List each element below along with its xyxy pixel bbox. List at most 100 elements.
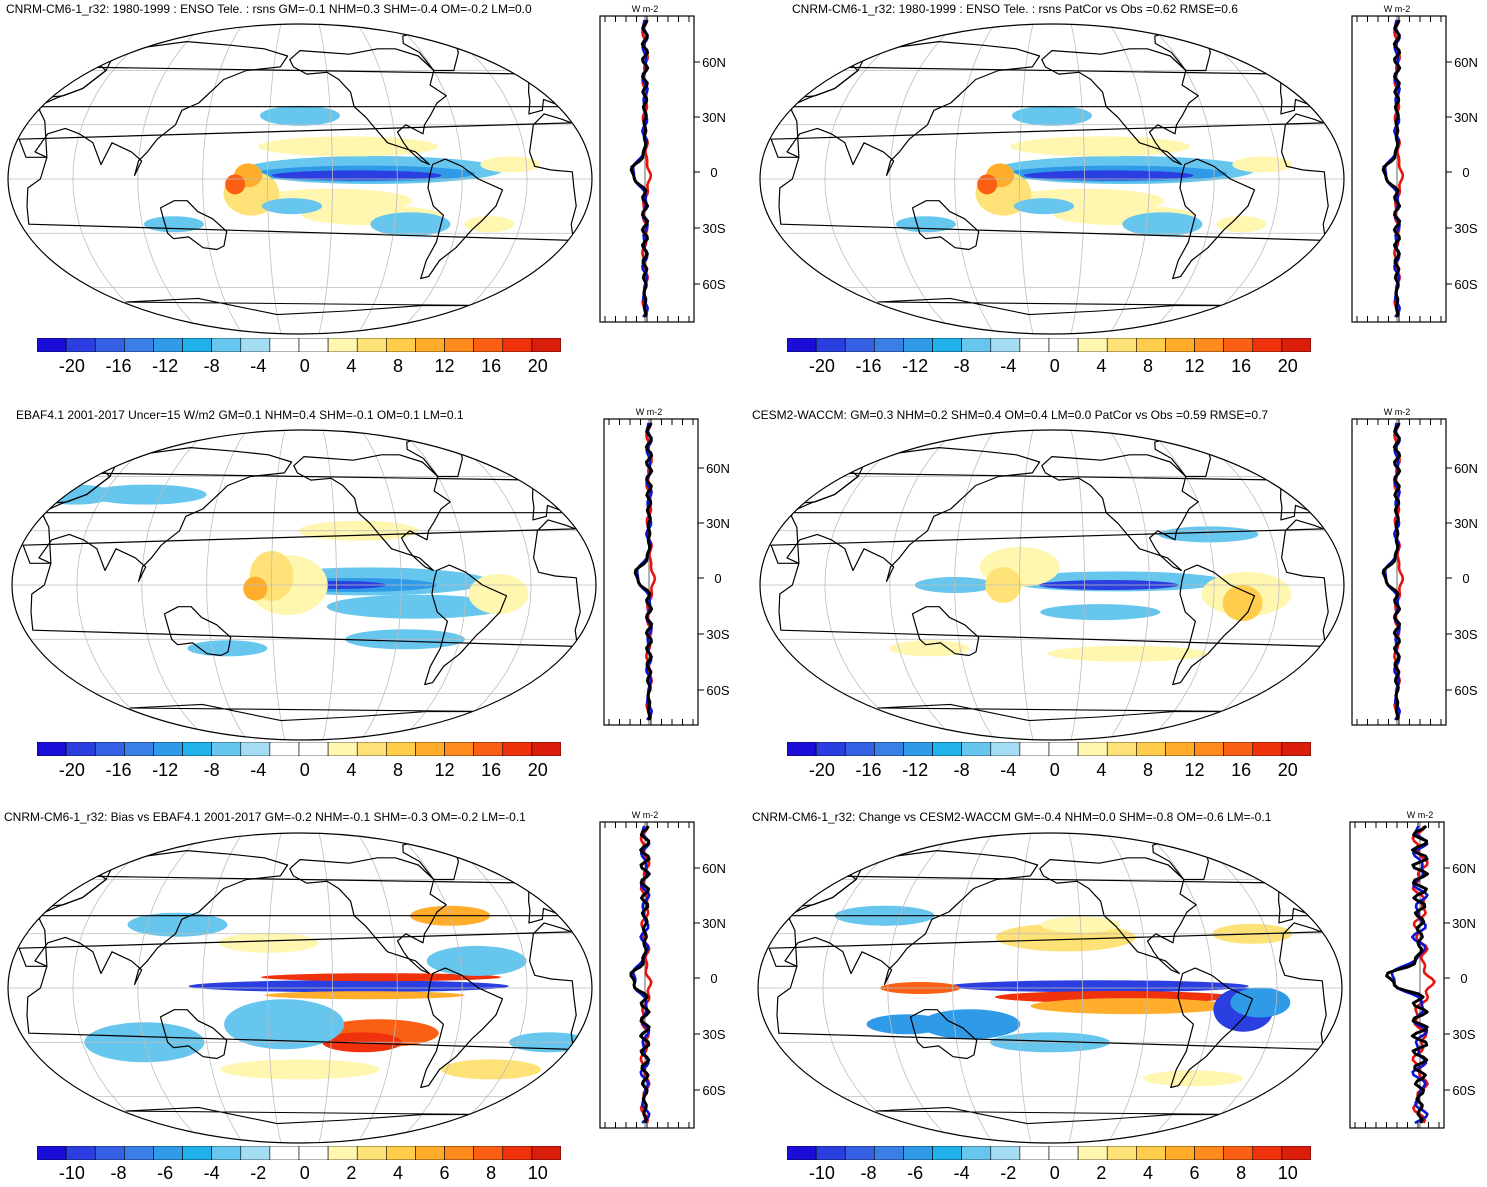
colorbar-swatch [961,742,992,756]
colorbar-label: 6 [439,1163,450,1183]
meridian-line [72,833,174,1143]
meridian-line [141,430,214,740]
colorbar-swatch [787,338,817,352]
coastline-antarctica-edge [129,703,500,722]
panel-title: CNRM-CM6-1_r32: 1980-1999 : ENSO Tele. :… [6,2,532,16]
units-label: W m-2 [1384,4,1411,14]
latitude-label: 60N [1454,55,1478,70]
world-map [757,832,1343,1144]
colorbar-label: -12 [902,760,929,780]
colorbar-swatch [1165,742,1195,756]
map-border [757,832,1343,1144]
meridian-line [954,24,999,334]
colorbar-swatch [65,338,96,352]
colorbar-swatch [844,742,875,756]
anomaly-blob [370,212,451,237]
map-fill-layer [12,430,596,740]
anomaly-blob [948,980,1249,993]
meridian-line [206,430,251,740]
colorbar-swatch [94,338,125,352]
anomaly-blob [441,1059,541,1080]
map-fill-layer [758,833,1342,1143]
colorbar-swatch [1136,742,1166,756]
panel-change: CNRM-CM6-1_r32: Change vs CESM2-WACCM GM… [746,808,1487,1183]
latitude-label: 30S [1454,627,1477,642]
zonal-x-label: -8 [600,1137,609,1138]
map-fill-layer [8,24,592,334]
meridian-line [889,430,962,740]
units-label: W m-2 [636,407,663,417]
colorbar-swatch [473,1146,504,1160]
colorbar-swatch [1223,338,1254,352]
world-map [7,23,593,335]
colorbar-swatch [1019,338,1050,352]
coastline-antarctica-edge [125,297,496,316]
colorbar-swatch [153,742,183,756]
colorbar-swatch [124,1146,154,1160]
colorbar-label: -16 [105,760,132,780]
colorbar-swatch [874,742,904,756]
latitude-label: 0 [1462,165,1469,180]
anomaly-blob [480,156,541,173]
panel-enso-patcor: CNRM-CM6-1_r32: 1980-1999 : ENSO Tele. :… [746,0,1487,395]
colorbar-label: -20 [808,356,835,376]
colorbar-swatch [94,742,125,756]
anomaly-blob [86,484,207,505]
anomaly-blob [464,216,515,233]
colorbar-swatch [1106,1146,1137,1160]
meridian-line [202,833,247,1143]
colorbar-label: 12 [434,356,455,376]
zonal-x-label: 0.0 [1413,1137,1427,1138]
colorbar-label: -20 [58,356,85,376]
meridian-line [824,24,926,334]
coastline-asia [38,447,293,582]
colorbar-swatch [327,742,358,756]
latitude-label: 60N [702,861,726,876]
colorbar-swatch [415,338,445,352]
zonal-line-black [633,422,654,721]
colorbar-swatch [240,1146,271,1160]
coastline-south-america [424,564,508,686]
colorbar-swatch [787,1146,817,1160]
colorbar-swatch [356,742,387,756]
colorbar-swatch [356,1146,387,1160]
units-label: W m-2 [1384,407,1411,417]
colorbar-labels: -10 -8 -6 -4 -2 0 2 4 6 8 10 [787,1163,1311,1187]
colorbar-label: -16 [855,356,882,376]
colorbar-swatch [1077,338,1108,352]
coastline-south-america [420,158,504,280]
panel-cesm2: CESM2-WACCM: GM=0.3 NHM=0.2 SHM=0.4 OM=0… [746,405,1487,790]
colorbar-swatch [502,742,533,756]
colorbar-label: -10 [808,1163,835,1183]
colorbar-swatch [444,742,474,756]
anomaly-blob [1030,998,1231,1015]
colorbar-label: -8 [203,356,220,376]
latitude-label: 30N [1452,916,1476,931]
anomaly-blob [262,198,322,215]
colorbar-swatch [961,1146,992,1160]
coastline-asia [34,41,289,176]
colorbar-swatch [961,338,992,352]
units-label: W m-2 [632,810,659,820]
coastline-africa [770,519,1330,648]
colorbar-label: 16 [481,356,502,376]
coastline-africa [770,113,1330,242]
anomaly-blob [224,999,345,1050]
colorbar-label: 0 [299,356,310,376]
colorbar [37,742,561,756]
colorbar-label: -8 [953,356,970,376]
colorbar-swatch [298,1146,329,1160]
colorbar-label: -4 [250,760,267,780]
colorbar-swatch [1048,1146,1079,1160]
colorbar-swatch [1019,1146,1050,1160]
colorbar-labels: -20 -16 -12 -8 -4 0 4 8 12 16 20 [37,356,561,380]
colorbar-label: 0 [299,760,310,780]
coastline-south-america [1170,967,1254,1089]
colorbar-swatch [1281,1146,1311,1160]
colorbar-swatch [1077,742,1108,756]
coastline-africa [22,519,582,648]
panel-title: CNRM-CM6-1_r32: 1980-1999 : ENSO Tele. :… [792,2,1238,16]
colorbar-swatch [1194,742,1224,756]
meridian-line [357,430,402,740]
colorbar-swatch [1136,1146,1166,1160]
